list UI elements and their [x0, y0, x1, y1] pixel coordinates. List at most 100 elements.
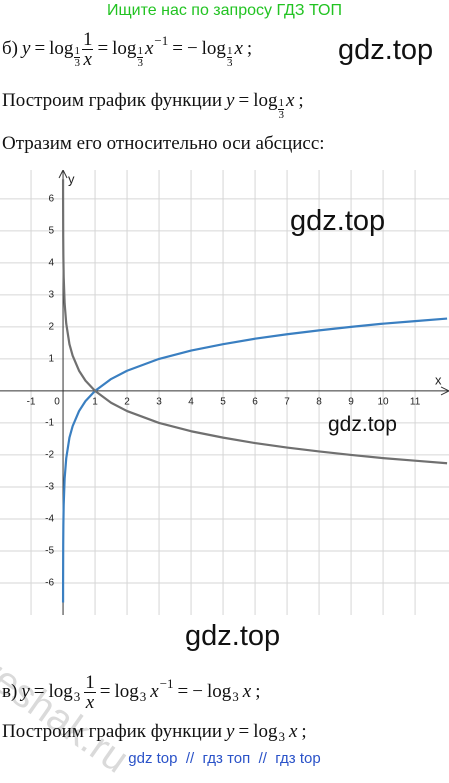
- op: =: [172, 38, 183, 59]
- x-axis-label: x: [435, 372, 442, 387]
- x-tick-label: 2: [124, 397, 130, 408]
- fn: log: [49, 38, 74, 59]
- x-tick-label: 3: [156, 397, 162, 408]
- op: =: [238, 90, 250, 111]
- op: ;: [255, 681, 261, 702]
- y-tick-label: 2: [48, 322, 54, 333]
- plot-v: Построим график функции y = log 3 x ;: [2, 718, 311, 746]
- x-tick-label: 4: [188, 397, 194, 408]
- base: 3: [139, 689, 147, 704]
- item-label: б): [2, 38, 18, 59]
- y-tick-label: -4: [45, 514, 54, 525]
- var: y: [22, 38, 31, 59]
- op: ;: [301, 721, 307, 742]
- series-line: [61, 179, 448, 465]
- base: 3: [232, 689, 239, 704]
- num: 1: [81, 28, 94, 50]
- y-tick-label: -6: [45, 578, 54, 589]
- y-tick-label: 1: [48, 354, 54, 365]
- den: 3: [137, 56, 143, 69]
- den: x: [85, 691, 95, 713]
- op: ;: [246, 38, 253, 59]
- x-tick-label: 1: [92, 397, 98, 408]
- y-arrow: [58, 170, 68, 179]
- var: x: [285, 90, 295, 111]
- den: x: [83, 48, 92, 70]
- series-line: [61, 317, 448, 603]
- x-tick-label: -1: [27, 397, 36, 408]
- var: y: [226, 90, 235, 111]
- watermark: gdz.top: [290, 205, 386, 237]
- var: y: [21, 681, 30, 702]
- watermark: gdz.top: [185, 620, 281, 652]
- fn: log: [114, 681, 139, 702]
- fn: log: [253, 90, 278, 111]
- op: ;: [298, 90, 304, 111]
- num: 1: [74, 44, 80, 58]
- x-tick-label: 8: [316, 397, 322, 408]
- y-tick-label: -2: [45, 450, 54, 461]
- op: =: [33, 681, 45, 702]
- den: 3: [278, 108, 284, 121]
- y-tick-label: -3: [45, 482, 54, 493]
- var: x: [234, 38, 243, 59]
- x-tick-label: 6: [252, 397, 258, 408]
- reflect: Отразим его относительно оси абсцисс:: [2, 133, 325, 154]
- var: x: [288, 721, 298, 742]
- header: Ищите нас по запросу ГДЗ ТОП: [107, 2, 342, 19]
- x-tick-label: 11: [410, 397, 421, 408]
- var: x: [242, 681, 252, 702]
- y-axis-label: y: [68, 171, 75, 186]
- watermark: gdz.top: [338, 34, 434, 66]
- x-arrow: [440, 386, 449, 396]
- y-tick-label: -5: [45, 546, 54, 557]
- op: −: [186, 38, 198, 59]
- footer: gdz top // гдз топ // гдз top: [128, 750, 321, 767]
- text: Построим график функции: [2, 90, 223, 111]
- base: 3: [73, 689, 81, 704]
- y-tick-label: 3: [48, 289, 54, 300]
- item-label: в): [2, 681, 18, 702]
- op: −: [192, 681, 203, 702]
- y-tick-label: 6: [48, 193, 54, 204]
- den: 3: [226, 56, 233, 69]
- y-tick-label: 4: [48, 257, 54, 268]
- op: =: [177, 681, 189, 702]
- x-tick-label: 7: [284, 397, 290, 408]
- num: 1: [84, 671, 96, 693]
- num: 1: [278, 96, 284, 110]
- exp: −1: [154, 33, 169, 48]
- den: 3: [74, 56, 80, 69]
- fn: log: [48, 681, 73, 702]
- var: x: [150, 681, 159, 702]
- fn: log: [201, 38, 226, 59]
- op: =: [238, 721, 250, 742]
- exp: −1: [159, 676, 174, 691]
- x-tick-label: 10: [378, 397, 390, 408]
- x-tick-label: 9: [348, 397, 354, 408]
- fn: log: [206, 681, 232, 702]
- text: Построим график функции: [2, 721, 223, 742]
- y-tick-label: -1: [45, 418, 54, 429]
- watermark: gdz.top: [328, 413, 397, 436]
- num: 1: [226, 44, 233, 58]
- y-tick-label: 5: [48, 225, 54, 236]
- num: 1: [137, 44, 143, 58]
- fn: log: [253, 721, 278, 742]
- fn: log: [112, 38, 137, 59]
- var: x: [144, 38, 154, 59]
- base: 3: [278, 729, 285, 744]
- x-tick-label: 0: [54, 397, 60, 408]
- op: =: [97, 38, 109, 59]
- op: =: [34, 38, 46, 59]
- x-tick-label: 5: [220, 397, 226, 408]
